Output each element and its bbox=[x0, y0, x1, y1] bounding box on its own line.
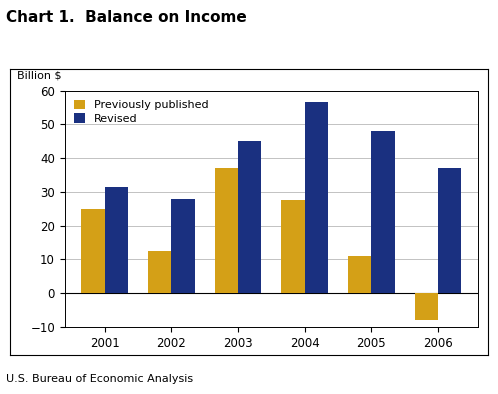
Legend: Previously published, Revised: Previously published, Revised bbox=[69, 95, 213, 128]
Text: U.S. Bureau of Economic Analysis: U.S. Bureau of Economic Analysis bbox=[6, 374, 193, 384]
Bar bbox=[215, 168, 238, 293]
Bar bbox=[438, 168, 462, 293]
Bar bbox=[148, 251, 171, 293]
Bar bbox=[81, 209, 105, 293]
Text: Billion $: Billion $ bbox=[17, 71, 62, 81]
Bar bbox=[171, 199, 195, 293]
Bar bbox=[372, 131, 395, 293]
Bar bbox=[281, 201, 305, 293]
Bar bbox=[305, 102, 328, 293]
Text: Chart 1.  Balance on Income: Chart 1. Balance on Income bbox=[6, 10, 247, 25]
Bar bbox=[348, 256, 372, 293]
Bar bbox=[238, 141, 261, 293]
Bar bbox=[415, 293, 438, 320]
Bar bbox=[105, 187, 128, 293]
